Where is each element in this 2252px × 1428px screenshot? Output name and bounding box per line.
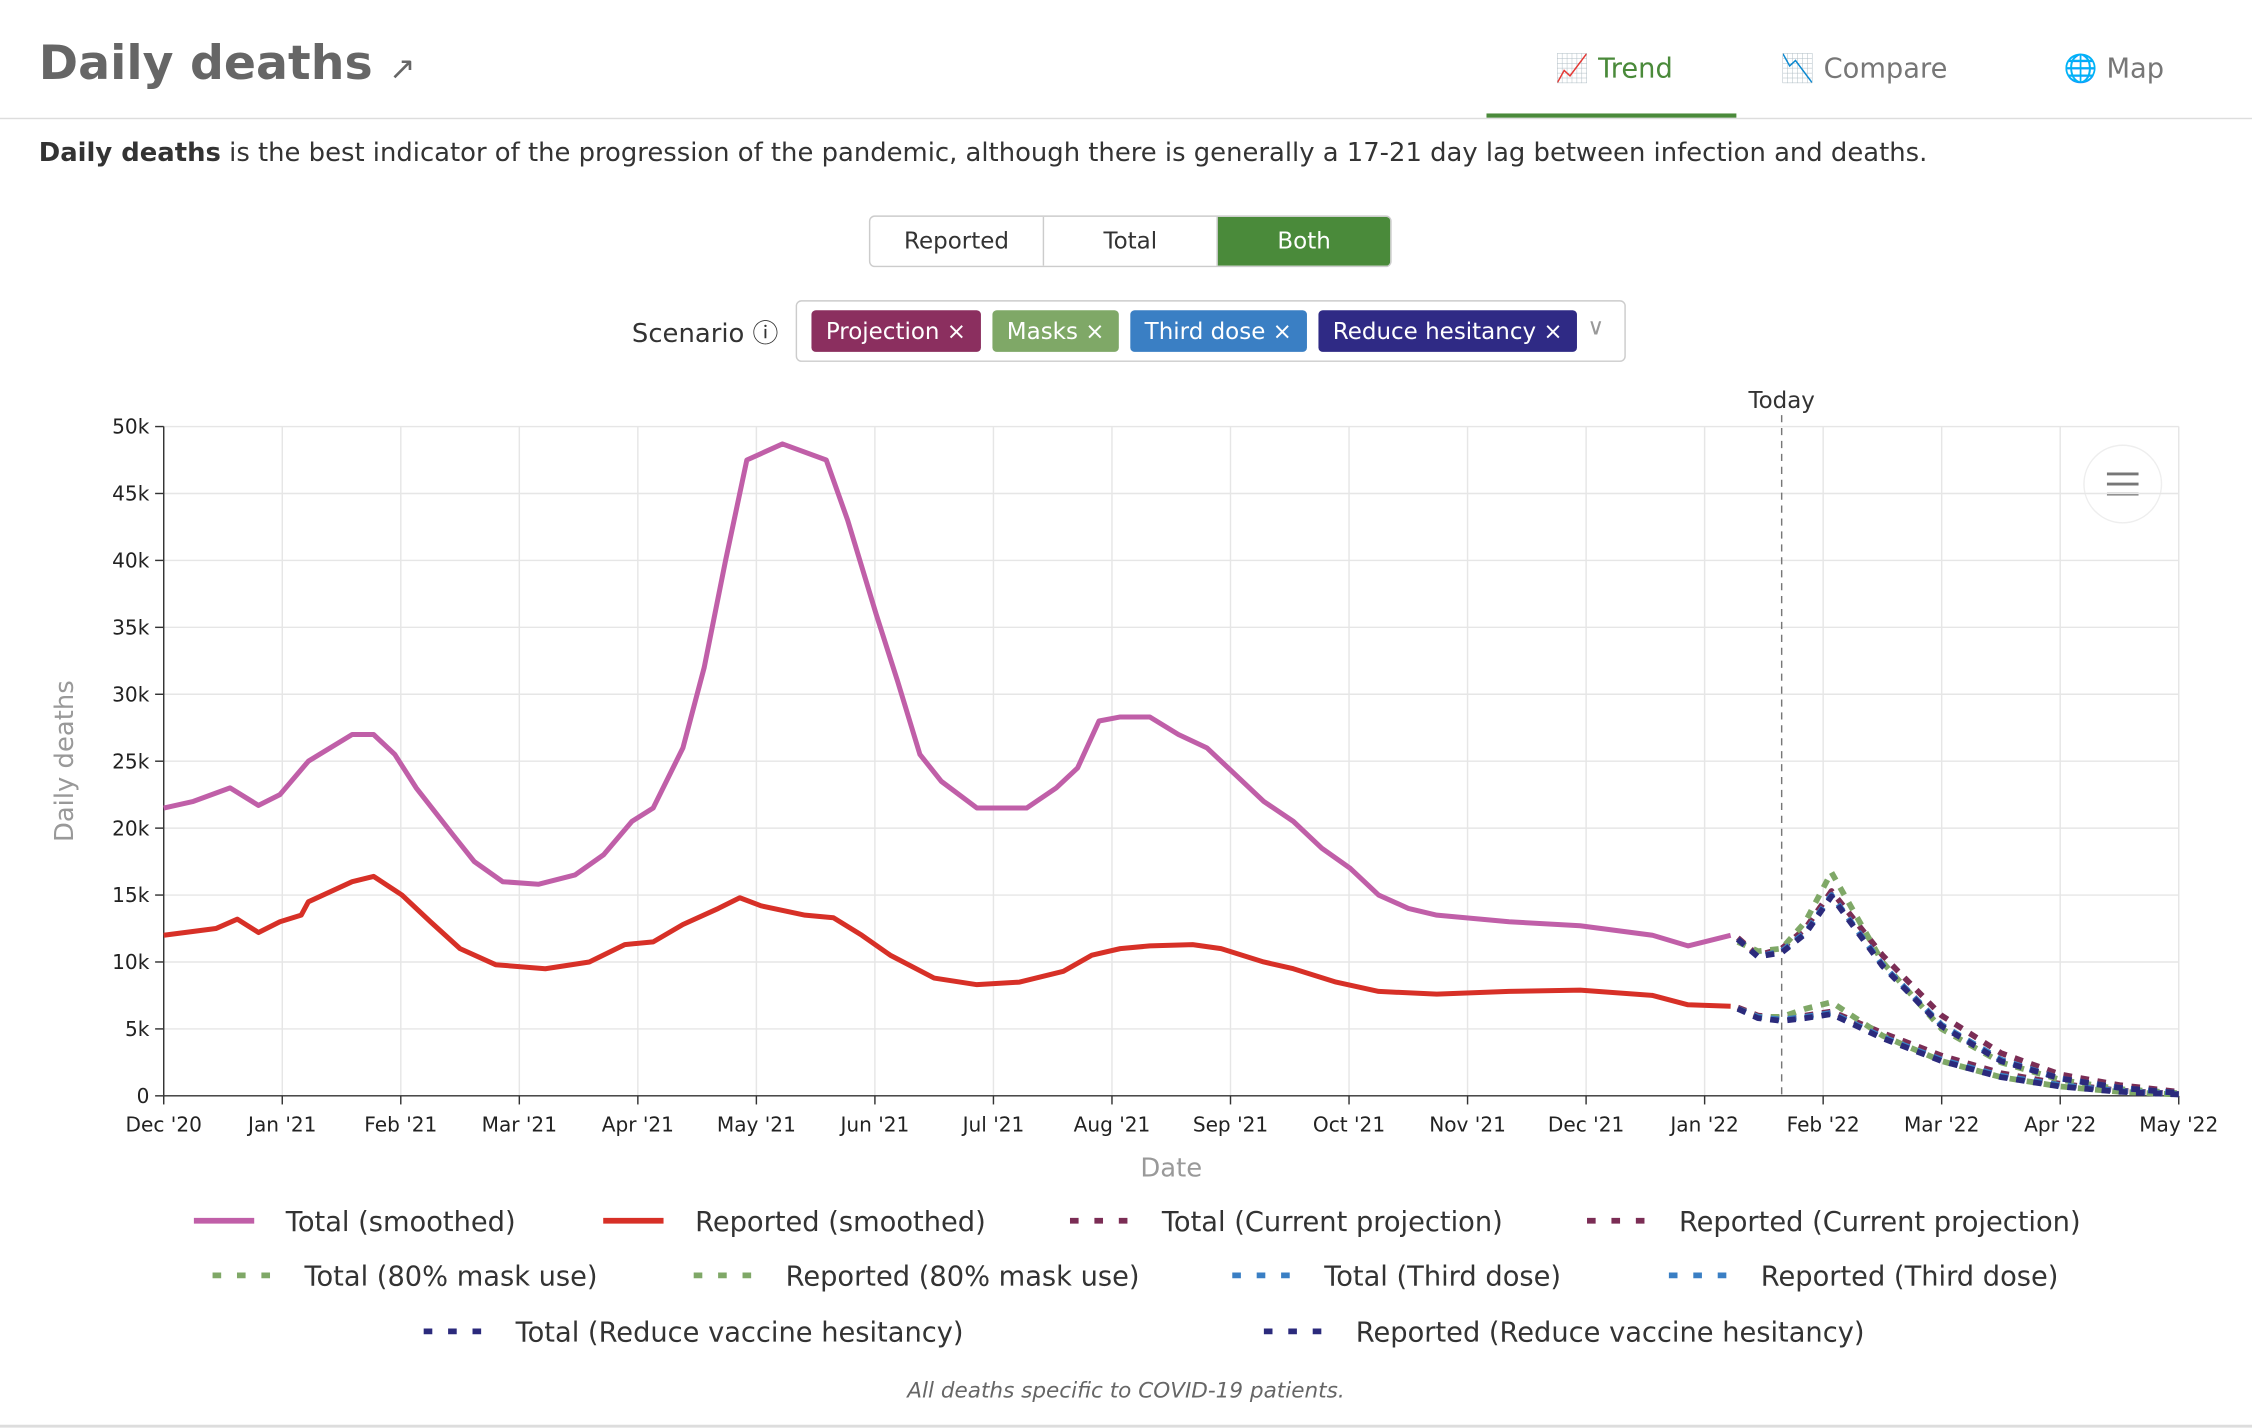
y-tick-label: 40k: [112, 549, 150, 573]
legend-label: Reported (Third dose): [1761, 1261, 2059, 1292]
toggle-reported[interactable]: Reported: [904, 226, 1009, 255]
x-tick-label: Dec '20: [126, 1113, 202, 1137]
x-tick-label: Mar '22: [1904, 1113, 1979, 1137]
dropdown-caret[interactable]: ∨: [1587, 313, 1605, 341]
scenario-chip[interactable]: Third dose ×: [1130, 310, 1307, 352]
x-tick-label: Feb '22: [1787, 1113, 1860, 1137]
x-tick-label: Oct '21: [1313, 1113, 1385, 1137]
scenario-chip[interactable]: Projection ×: [811, 310, 981, 352]
x-tick-label: Jan '22: [1668, 1113, 1738, 1137]
x-tick-label: Jan '21: [246, 1113, 316, 1137]
chip-text: Masks: [1006, 317, 1078, 345]
tab-compare[interactable]: 📉 Compare: [1780, 53, 1948, 85]
divider: [0, 117, 2252, 120]
scenario-chip[interactable]: Masks ×: [992, 310, 1119, 352]
legend-label: Reported (Current projection): [1679, 1207, 2081, 1238]
series-line: [1736, 1006, 2179, 1098]
y-axis-title: Daily deaths: [50, 680, 80, 842]
legend-label: Total (smoothed): [285, 1207, 516, 1238]
y-tick-label: 5k: [125, 1017, 150, 1041]
x-tick-label: Nov '21: [1429, 1113, 1506, 1137]
tab-map[interactable]: 🌐 Map: [2063, 53, 2165, 85]
toggle-total[interactable]: Total: [1042, 216, 1217, 266]
x-tick-label: Feb '21: [364, 1113, 437, 1137]
x-axis-title: Date: [1140, 1153, 1202, 1183]
scenario-chip[interactable]: Reduce hesitancy ×: [1318, 310, 1577, 352]
y-tick-label: 30k: [112, 682, 150, 706]
x-tick-label: Apr '21: [602, 1113, 674, 1137]
page-title: Daily deaths ↗: [38, 34, 416, 91]
x-tick-label: May '21: [717, 1113, 796, 1137]
y-tick-label: 15k: [112, 883, 150, 907]
legend-label: Total (Current projection): [1161, 1207, 1503, 1238]
legend-label: Reported (smoothed): [695, 1207, 986, 1238]
y-tick-label: 50k: [112, 415, 150, 439]
toggle-group: Reported Total Both: [868, 215, 1392, 268]
legend-label: Total (Third dose): [1323, 1261, 1561, 1292]
chip-text: Projection: [825, 317, 940, 345]
x-tick-label: Jun '21: [838, 1113, 909, 1137]
toggle-both[interactable]: Both: [1216, 216, 1391, 266]
x-tick-label: Aug '21: [1074, 1113, 1151, 1137]
series-line: [1736, 869, 2179, 1096]
today-label: Today: [1747, 388, 1814, 414]
y-tick-label: 0: [137, 1084, 150, 1108]
y-tick-label: 20k: [112, 816, 150, 840]
series-line: [1736, 999, 2179, 1098]
x-tick-label: May '22: [2139, 1113, 2218, 1137]
y-tick-label: 35k: [112, 616, 150, 640]
bottom-border: [0, 1424, 2252, 1428]
x-tick-label: Mar '21: [482, 1113, 557, 1137]
x-tick-label: Jul '21: [961, 1113, 1025, 1137]
series-line: [163, 873, 1731, 1009]
description: Daily deaths is the best indicator of th…: [38, 137, 1928, 169]
footnote: All deaths specific to COVID-19 patients…: [907, 1377, 1345, 1404]
series-line: [1736, 1006, 2179, 1098]
series-line: [163, 441, 1732, 949]
scenario-label: Scenario ⓘ: [631, 318, 779, 350]
chip-text: Reduce hesitancy: [1332, 317, 1537, 345]
y-tick-label: 25k: [112, 749, 150, 773]
x-tick-label: Sep '21: [1193, 1113, 1268, 1137]
legend-label: Total (80% mask use): [303, 1261, 597, 1292]
x-tick-label: Apr '22: [2024, 1113, 2096, 1137]
y-tick-label: 10k: [112, 950, 150, 974]
y-tick-label: 45k: [112, 482, 150, 506]
legend-label: Reported (Reduce vaccine hesitancy): [1356, 1317, 1865, 1348]
series-line: [1736, 1004, 2179, 1097]
legend-label: Reported (80% mask use): [786, 1261, 1140, 1292]
scenario-select[interactable]: Projection × Masks × Third dose × Reduce he…: [795, 300, 1626, 362]
series-line: [1735, 893, 2180, 1096]
tab-trend[interactable]: 📈 Trend: [1555, 53, 1673, 85]
legend-label: Total (Reduce vaccine hesitancy): [515, 1317, 964, 1348]
tab-underline: [1486, 113, 1737, 118]
chip-text: Third dose: [1144, 317, 1266, 345]
x-tick-label: Dec '21: [1548, 1113, 1624, 1137]
grid: [155, 425, 2180, 1105]
